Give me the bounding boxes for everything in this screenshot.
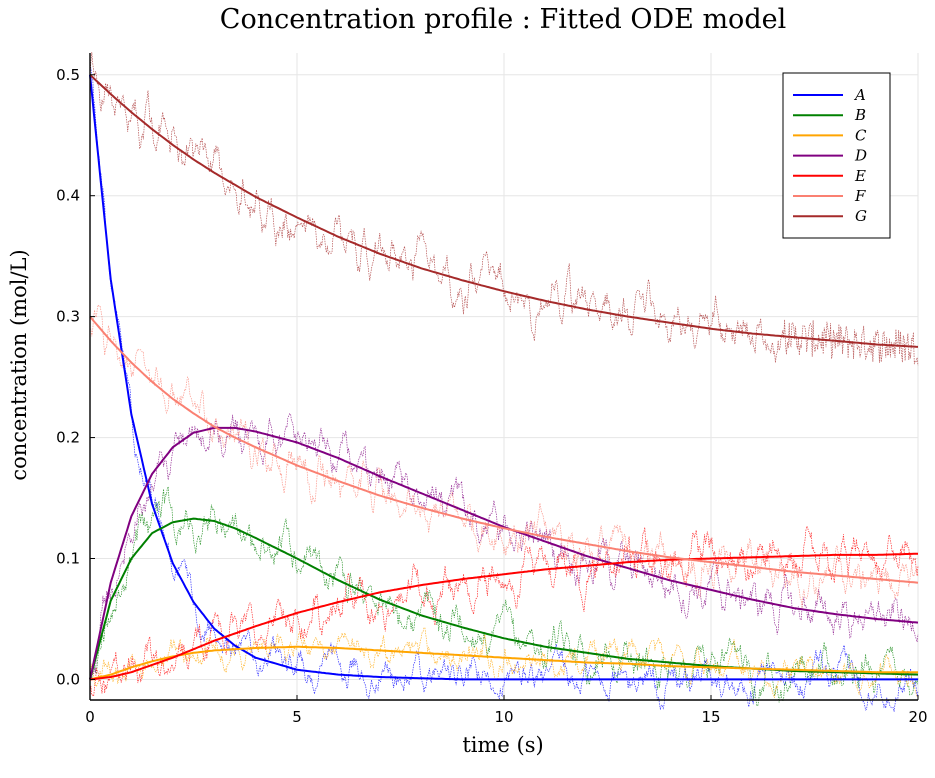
y-tick-label: 0.0 <box>56 670 80 688</box>
x-tick-label: 10 <box>494 708 513 726</box>
x-tick-label: 5 <box>292 708 302 726</box>
legend-label-F: F <box>854 187 866 205</box>
measured-trace-E <box>89 525 919 698</box>
x-axis-label: time (s) <box>462 733 543 757</box>
fitted-line-A <box>89 74 918 681</box>
fitted-line-G <box>89 74 919 348</box>
legend-label-G: G <box>855 207 867 225</box>
y-tick-label: 0.5 <box>56 66 80 84</box>
y-tick-label: 0.2 <box>56 429 80 447</box>
y-axis-label: concentration (mol/L) <box>7 249 31 480</box>
measured-trace-A <box>89 67 919 712</box>
legend-label-A: A <box>853 86 866 104</box>
y-tick-label: 0.3 <box>56 308 80 326</box>
x-tick-label: 20 <box>908 708 927 726</box>
measured-trace-B <box>89 486 919 707</box>
fitted-line-E <box>89 552 918 681</box>
legend-label-E: E <box>854 167 866 185</box>
legend-label-C: C <box>855 126 867 144</box>
axes <box>89 53 919 701</box>
fitted-line-D <box>89 426 919 680</box>
measured-trace-D <box>89 413 919 675</box>
chart-title: Concentration profile : Fitted ODE model <box>220 4 786 35</box>
legend-label-B: B <box>854 106 866 124</box>
tick-labels: 0 5 10 15 20 0.0 0.1 0.2 0.3 0.4 0.5 <box>56 66 927 726</box>
fitted-curves <box>89 74 919 681</box>
y-tick-label: 0.4 <box>56 187 80 205</box>
x-tick-label: 0 <box>85 708 95 726</box>
fitted-line-F <box>89 315 919 584</box>
legend-label-D: D <box>854 147 867 165</box>
x-tick-label: 15 <box>701 708 720 726</box>
fitted-line-C <box>89 645 918 681</box>
y-tick-label: 0.1 <box>56 550 80 568</box>
